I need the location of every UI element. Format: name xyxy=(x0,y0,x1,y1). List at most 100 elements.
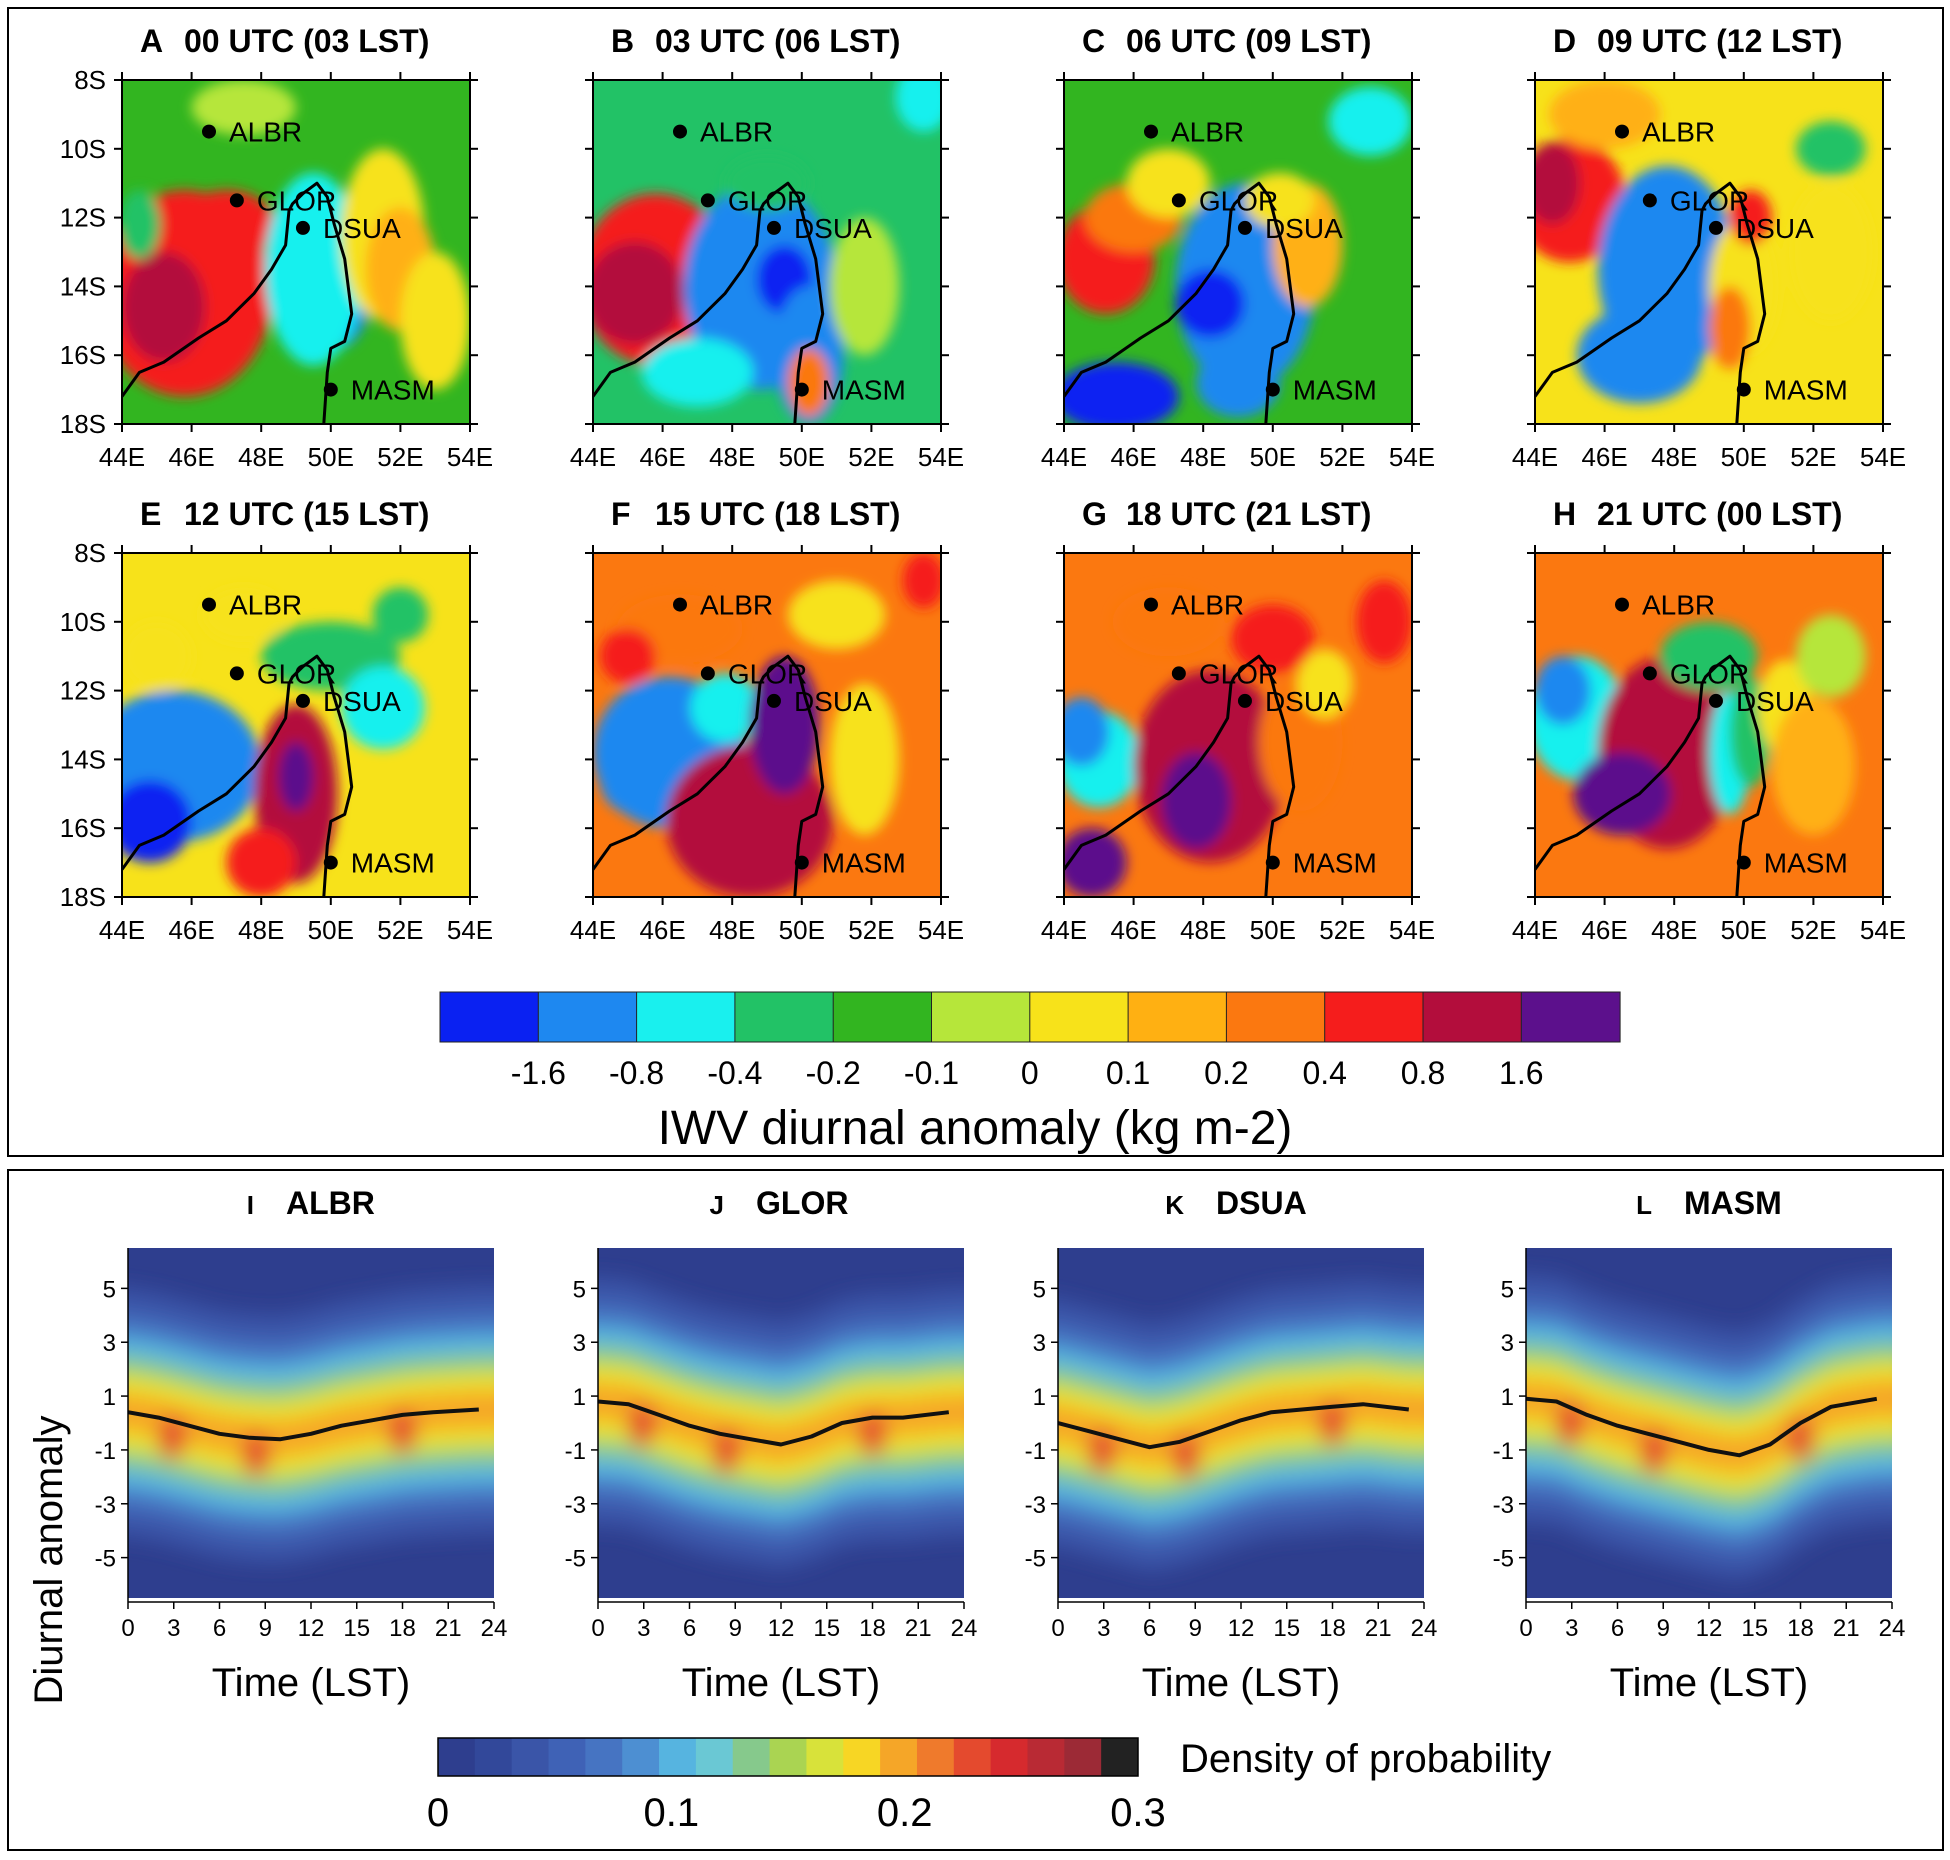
map-anomaly-region xyxy=(749,656,820,794)
map-field xyxy=(593,80,941,424)
station-label: ALBR xyxy=(700,590,773,621)
density-x-tick-label: 21 xyxy=(1365,1615,1392,1642)
station-label: DSUA xyxy=(1265,213,1343,244)
density-x-tick-label: 3 xyxy=(1565,1615,1578,1642)
bottom-frame xyxy=(7,1169,1944,1851)
density-x-axis-label: Time (LST) xyxy=(212,1661,411,1705)
density-y-tick-label: -3 xyxy=(95,1492,116,1519)
station-marker xyxy=(673,124,687,139)
iwv-colorbar-swatch xyxy=(931,991,1031,1043)
map-anomaly-region xyxy=(1796,614,1866,698)
density-y-tick-label: -5 xyxy=(565,1546,586,1573)
station-label: GLOR xyxy=(1670,185,1749,216)
station-label: MASM xyxy=(822,375,906,406)
density-x-tick-label: 3 xyxy=(637,1615,650,1642)
map-y-tick-label: 12S xyxy=(60,676,106,706)
coastline xyxy=(1064,181,1296,424)
map-x-tick-label: 46E xyxy=(639,442,685,472)
map-frame xyxy=(1063,552,1413,898)
density-y-tick-label: -1 xyxy=(95,1438,116,1465)
map-anomaly-region xyxy=(372,587,429,643)
density-x-tick-label: 6 xyxy=(213,1615,226,1642)
coastline xyxy=(122,181,354,424)
map-anomaly-region xyxy=(593,241,684,345)
density-x-tick-label: 24 xyxy=(1411,1615,1438,1642)
density-band xyxy=(1526,1382,1892,1472)
density-x-tick-label: 18 xyxy=(1787,1615,1814,1642)
density-x-tick-label: 6 xyxy=(683,1615,696,1642)
station-marker xyxy=(766,693,781,708)
map-x-tick-label: 44E xyxy=(99,915,145,945)
station-label: GLOR xyxy=(257,658,336,689)
map-y-tick-label: 10S xyxy=(60,134,106,164)
iwv-colorbar-tick-label: -0.2 xyxy=(806,1055,861,1091)
station-label: ALBR xyxy=(1171,590,1244,621)
map-frame xyxy=(1063,79,1413,425)
density-y-tick-label: -3 xyxy=(1025,1492,1046,1519)
map-anomaly-region xyxy=(1535,656,1591,725)
density-x-tick-label: 3 xyxy=(167,1615,180,1642)
station-label: ALBR xyxy=(1642,590,1715,621)
map-panel-letter: A xyxy=(140,23,163,59)
station-marker xyxy=(794,855,809,870)
map-anomaly-region xyxy=(1196,348,1280,418)
station-label: DSUA xyxy=(323,686,401,717)
density-band xyxy=(598,1374,964,1472)
map-panel-title: 15 UTC (18 LST) xyxy=(655,496,900,532)
map-x-tick-label: 46E xyxy=(1581,442,1627,472)
map-anomaly-region xyxy=(1328,86,1412,156)
map-anomaly-region xyxy=(1660,621,1758,691)
density-x-tick-label: 15 xyxy=(1273,1615,1300,1642)
station-label: MASM xyxy=(351,375,435,406)
map-y-tick-label: 14S xyxy=(60,271,106,301)
iwv-colorbar-tick-label: 0.2 xyxy=(1204,1055,1248,1091)
map-frame xyxy=(592,552,942,898)
map-anomaly-region xyxy=(1231,604,1315,674)
density-colorbar-swatch xyxy=(622,1738,660,1776)
station-marker xyxy=(229,666,244,681)
map-anomaly-region xyxy=(1796,121,1866,177)
map-panel-letter: E xyxy=(140,496,161,532)
iwv-colorbar-tick-label: 1.6 xyxy=(1499,1055,1543,1091)
station-label: MASM xyxy=(822,848,906,879)
density-y-tick-label: -1 xyxy=(565,1438,586,1465)
map-x-tick-label: 54E xyxy=(447,915,493,945)
density-x-tick-label: 6 xyxy=(1143,1615,1156,1642)
iwv-colorbar-tick-label: 0.4 xyxy=(1302,1055,1346,1091)
density-peak xyxy=(858,1411,887,1456)
map-x-tick-label: 48E xyxy=(1651,442,1697,472)
density-x-tick-label: 24 xyxy=(1879,1615,1906,1642)
map-y-tick-label: 18S xyxy=(60,409,106,439)
density-x-tick-label: 0 xyxy=(591,1615,604,1642)
map-x-tick-label: 48E xyxy=(238,915,284,945)
station-label: ALBR xyxy=(229,590,302,621)
station-marker xyxy=(295,693,310,708)
map-anomaly-region xyxy=(400,252,470,390)
density-y-tick-label: 1 xyxy=(573,1384,586,1411)
station-marker xyxy=(1642,193,1657,208)
density-x-tick-label: 24 xyxy=(481,1615,508,1642)
station-label: DSUA xyxy=(323,213,401,244)
density-panel: 0 3 6 9 12 15 18 21 24 5 3 1 -1 -3 -5 Time (LST) L MASM xyxy=(1493,1185,1906,1705)
station-marker xyxy=(1237,693,1252,708)
map-panel-letter: F xyxy=(611,496,631,532)
map-x-tick-label: 52E xyxy=(377,442,423,472)
map-y-tick-label: 16S xyxy=(60,340,106,370)
map-anomaly-region xyxy=(787,580,886,650)
density-y-tick-label: 3 xyxy=(1033,1330,1046,1357)
map-anomaly-region xyxy=(725,155,809,211)
station-label: GLOR xyxy=(728,658,807,689)
station-label: GLOR xyxy=(728,185,807,216)
map-x-tick-label: 54E xyxy=(1860,442,1906,472)
map-x-tick-label: 50E xyxy=(1721,442,1767,472)
iwv-colorbar-tick-label: -1.6 xyxy=(511,1055,566,1091)
density-colorbar-swatch xyxy=(659,1738,697,1776)
map-x-tick-label: 48E xyxy=(1180,442,1226,472)
map-x-tick-label: 52E xyxy=(377,915,423,945)
density-y-tick-label: 3 xyxy=(103,1330,116,1357)
